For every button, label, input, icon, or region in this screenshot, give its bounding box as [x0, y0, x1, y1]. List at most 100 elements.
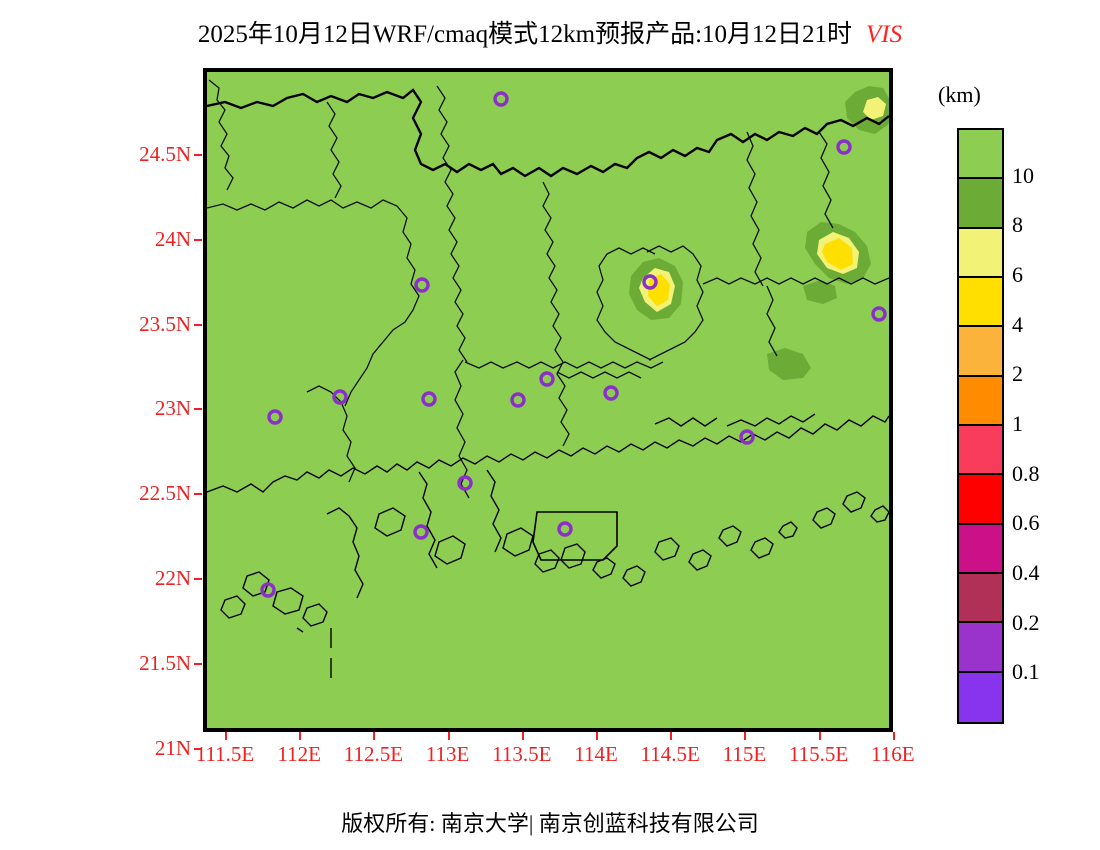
page-title: 2025年10月12日WRF/cmaq模式12km预报产品:10月12日21时 V…: [0, 14, 1100, 50]
x-axis-tick-mark: [596, 732, 598, 740]
y-axis-tick: 24.5N: [139, 142, 191, 166]
hk-boundary: [532, 511, 618, 561]
colorbar-band: [959, 130, 1002, 180]
colorbar-band: [959, 623, 1002, 673]
border-o: [818, 131, 834, 229]
colorbar-band: [959, 277, 1002, 328]
coast-island-3: [592, 557, 616, 579]
coast-island-11: [272, 587, 304, 615]
x-axis-tick: 114.5E: [640, 742, 700, 766]
station-marker: [413, 524, 429, 540]
title-variable: VIS: [866, 21, 903, 48]
border-b: [207, 199, 420, 407]
map-canvas: [207, 72, 889, 728]
colorbar-band: [959, 376, 1002, 426]
border-k: [306, 385, 356, 483]
y-axis-tick: 24N: [154, 226, 191, 251]
border-a: [208, 79, 234, 191]
coast-island-8: [750, 537, 774, 559]
y-axis-tick-mark: [194, 238, 202, 241]
station-marker: [739, 429, 755, 445]
x-axis-tick: 113.5E: [492, 742, 552, 766]
x-axis-tick-mark: [744, 732, 747, 740]
province-borders: [207, 88, 889, 178]
border-e: [464, 361, 664, 369]
coast-island-4: [622, 565, 646, 587]
border-d: [436, 85, 468, 363]
y-axis-tick-mark: [194, 662, 202, 665]
coast-island-5: [654, 537, 680, 561]
station-marker: [267, 409, 283, 425]
station-marker: [603, 385, 619, 401]
colorbar-tick-label: 1: [1012, 411, 1023, 436]
colorbar-band: [959, 524, 1002, 574]
y-axis-tick-mark: [194, 323, 202, 326]
colorbar-band: [959, 179, 1002, 229]
y-axis-tick: 21.5N: [139, 650, 191, 675]
station-marker: [493, 91, 509, 107]
station-marker: [871, 306, 887, 322]
coast-ne-2: [654, 417, 718, 427]
prefecture-borders: [207, 79, 889, 499]
y-axis-tick: 22.5N: [139, 481, 191, 506]
colorbar-tick-label: 4: [1012, 311, 1023, 337]
station-marker: [510, 392, 526, 408]
y-axis-tick: 23N: [154, 396, 191, 421]
colorbar[interactable]: [957, 128, 1004, 724]
station-marker: [557, 521, 573, 537]
footer-copyright: 版权所有: 南京大学| 南京创蓝科技有限公司: [341, 811, 759, 836]
contour-band-8-10-d: [767, 348, 811, 380]
x-axis-tick: 115.5E: [788, 742, 849, 766]
station-marker: [414, 277, 430, 293]
station-marker: [457, 475, 473, 491]
coast-prd: [326, 507, 364, 599]
y-axis-tick: 22N: [154, 566, 191, 590]
coast-island-13: [302, 603, 328, 627]
border-c: [326, 101, 342, 199]
y-axis-tick-mark: [194, 578, 202, 580]
x-axis-tick-mark: [225, 732, 227, 740]
colorbar-band: [959, 475, 1002, 525]
x-axis-tick: 113E: [425, 742, 470, 766]
colorbar-band: [959, 228, 1002, 278]
coast-bay-1: [374, 507, 406, 537]
border-h: [596, 247, 656, 361]
contour-band-4-6-b: [648, 274, 670, 306]
coast-island-7: [718, 525, 742, 547]
colorbar-tick-label: 0.1: [1012, 659, 1040, 685]
border-f: [542, 181, 570, 447]
coast-ne-1: [726, 413, 816, 427]
colorbar-tick-label: 6: [1012, 262, 1023, 287]
colorbar-band: [959, 672, 1002, 722]
station-marker: [260, 582, 276, 598]
x-axis-tick: 112E: [277, 742, 321, 766]
x-axis-tick: 115E: [722, 742, 767, 766]
coast-island-15: [842, 491, 866, 513]
x-axis-tick-mark: [818, 732, 821, 740]
contour-fills: [629, 86, 889, 380]
colorbar-band: [959, 573, 1002, 624]
map-background: [207, 72, 889, 728]
coast-island-9: [778, 521, 798, 539]
coast-bay-3: [502, 527, 534, 557]
x-axis-tick-mark: [670, 732, 673, 740]
coast-island-14: [812, 507, 836, 529]
x-axis-tick-mark: [373, 732, 376, 740]
coast-main: [207, 415, 889, 493]
colorbar-tick-label: 8: [1012, 212, 1023, 238]
station-markers[interactable]: [260, 91, 887, 598]
contour-band-6-8-a: [863, 97, 886, 120]
y-axis-tick: 23.5N: [139, 311, 191, 336]
y-axis-tick-mark: [194, 408, 202, 411]
x-axis-tick-mark: [521, 732, 524, 740]
station-marker: [332, 389, 348, 405]
border-i: [702, 277, 889, 285]
border-m: [556, 371, 642, 379]
border-j: [746, 131, 764, 287]
y-axis-tick: 21N: [154, 735, 191, 760]
colorbar-tick-label: 0.6: [1012, 510, 1040, 536]
map-plot-area[interactable]: [203, 68, 893, 732]
coast-island-16: [870, 505, 889, 523]
x-axis-tick: 111.5E: [195, 742, 255, 766]
contour-band-8-10-e: [803, 280, 837, 304]
